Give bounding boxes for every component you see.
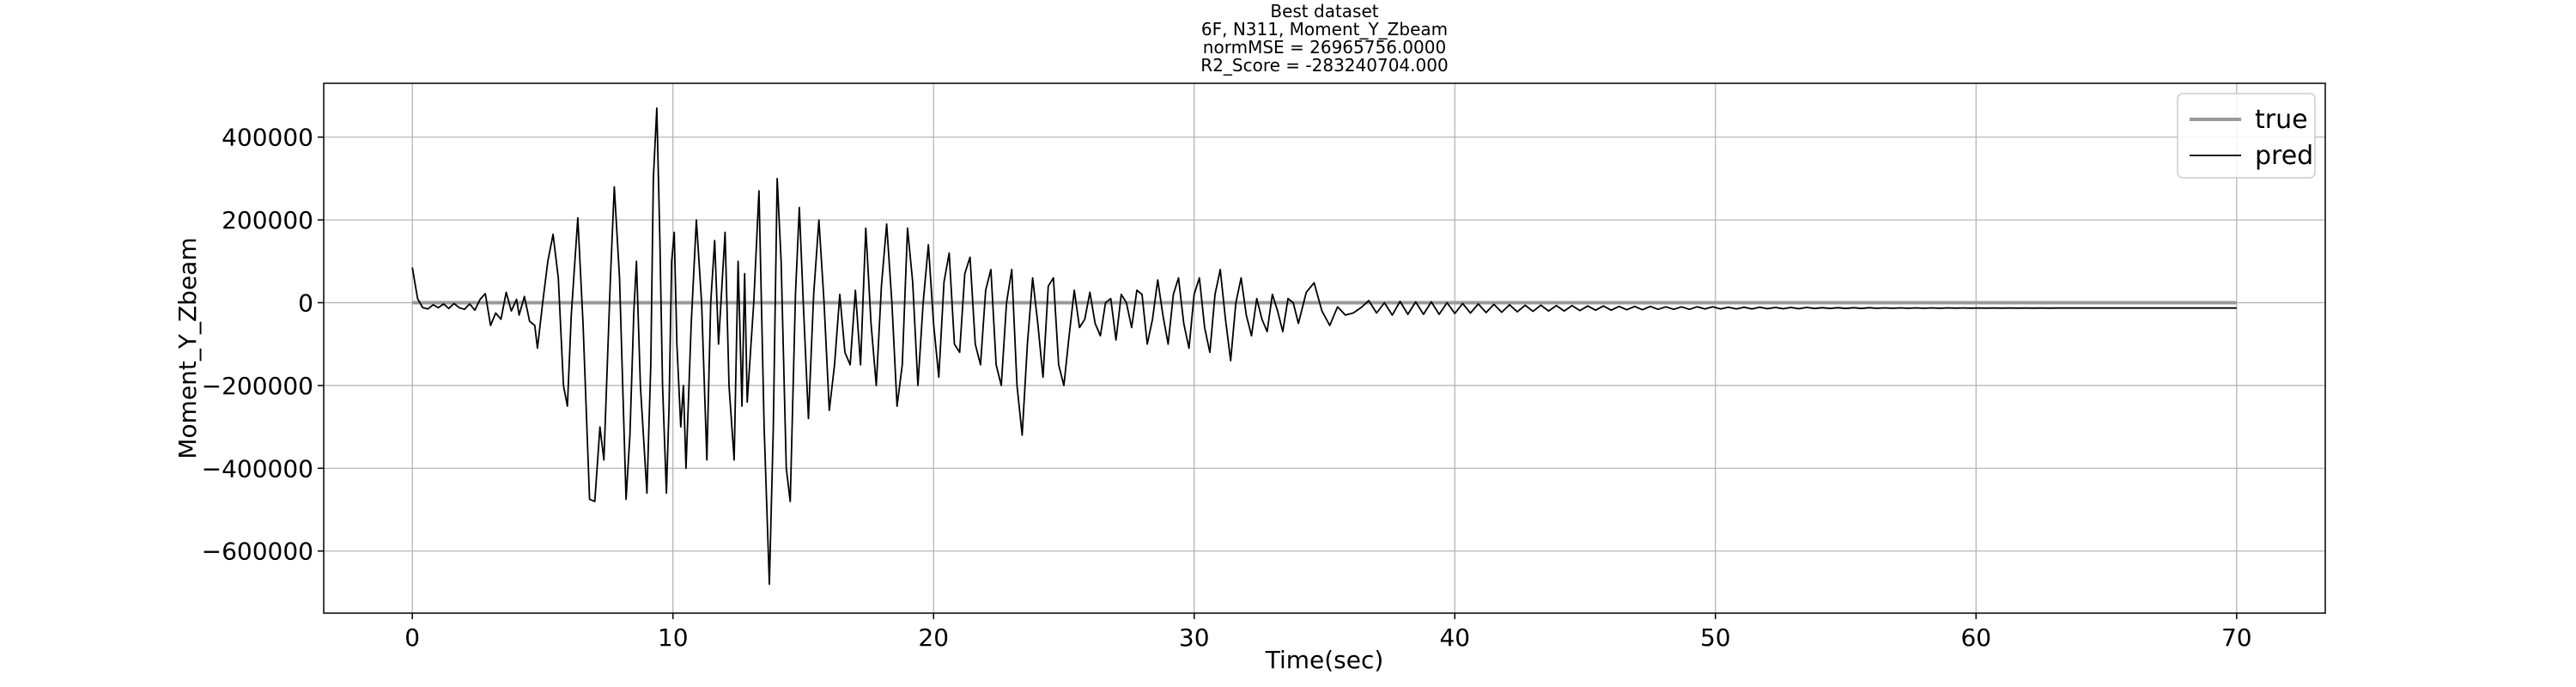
legend-box xyxy=(2177,93,2316,179)
x-axis-label: Time(sec) xyxy=(1265,646,1384,674)
y-tick-label-4: 200000 xyxy=(222,206,313,234)
x-tick-label-5: 50 xyxy=(1700,623,1731,652)
legend: true pred xyxy=(2177,93,2316,179)
title-line-3: normMSE = 26965756.0000 xyxy=(1203,37,1446,58)
x-tick-label-2: 20 xyxy=(918,623,949,652)
x-tick-label-6: 60 xyxy=(1960,623,1991,652)
x-tick-label-3: 30 xyxy=(1179,623,1210,652)
plot-area-frame xyxy=(323,82,2326,614)
legend-label-pred: pred xyxy=(2255,141,2313,171)
axis-ticks: 0 10 20 30 40 50 60 70 −600000 −400000 −200000 0 200… xyxy=(202,124,2252,652)
series-line-pred xyxy=(411,107,2237,586)
y-tick-label-5: 400000 xyxy=(222,124,313,152)
title-line-1: Best dataset xyxy=(1270,1,1378,21)
y-tick-label-0: −600000 xyxy=(202,538,313,566)
legend-label-true: true xyxy=(2255,105,2308,135)
y-tick-label-1: −400000 xyxy=(202,454,313,483)
x-tick-label-1: 10 xyxy=(658,623,689,652)
y-tick-label-3: 0 xyxy=(298,289,313,317)
x-tick-label-7: 70 xyxy=(2221,623,2252,652)
title-line-4: R2_Score = -283240704.000 xyxy=(1200,55,1448,76)
title-line-2: 6F, N311, Moment_Y_Zbeam xyxy=(1201,19,1448,40)
x-tick-label-4: 40 xyxy=(1439,623,1470,652)
x-tick-label-0: 0 xyxy=(404,623,420,652)
y-tick-label-2: −200000 xyxy=(202,372,313,400)
grid-lines xyxy=(324,83,2325,613)
plot-series xyxy=(411,107,2237,586)
y-axis-label: Moment_Y_Zbeam xyxy=(173,237,202,459)
